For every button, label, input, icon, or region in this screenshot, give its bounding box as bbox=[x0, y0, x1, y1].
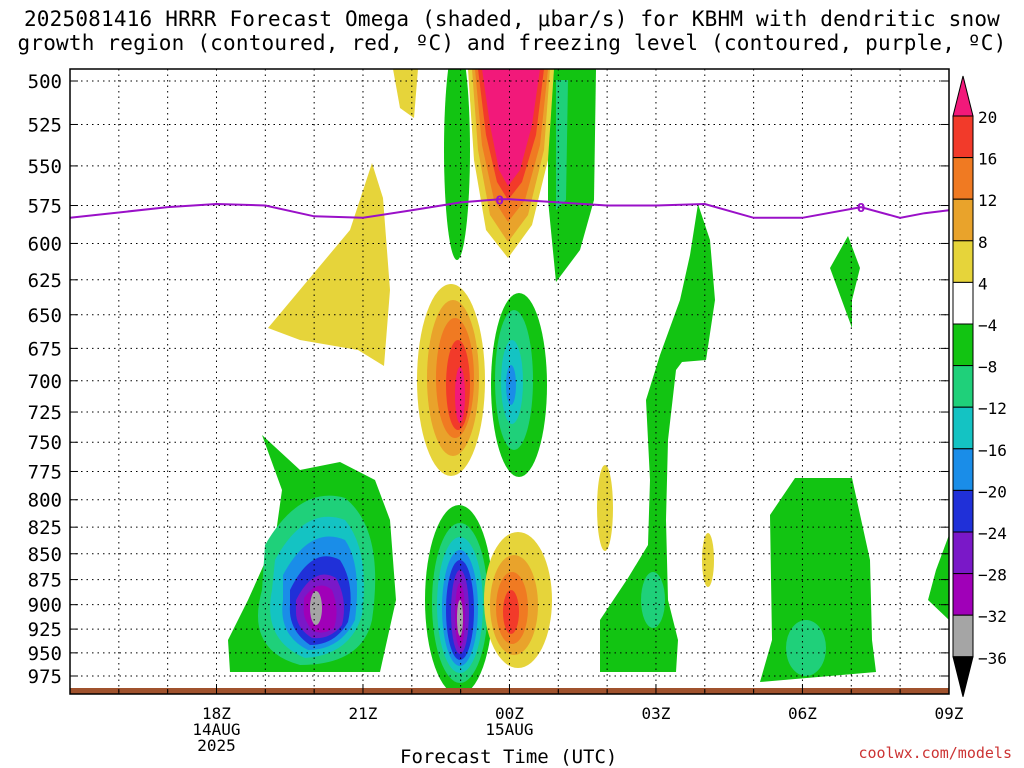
plot-frame bbox=[69, 68, 950, 695]
omega-negative-area bbox=[548, 69, 596, 282]
y-tick-label: 900 bbox=[28, 595, 62, 617]
colorbar-segment bbox=[952, 406, 974, 450]
y-tick-label: 775 bbox=[28, 461, 62, 483]
y-tick-label: 575 bbox=[28, 196, 62, 218]
colorbar-label: 12 bbox=[978, 191, 997, 210]
omega-positive-area bbox=[455, 367, 465, 423]
freezing-level-line bbox=[69, 198, 950, 219]
colorbar-label: 8 bbox=[978, 233, 988, 252]
x-tick-label: 14AUG bbox=[192, 720, 240, 739]
omega-negative-area bbox=[457, 600, 463, 636]
freezing-level-layer: 00 bbox=[69, 193, 950, 219]
x-axis-label: Forecast Time (UTC) bbox=[400, 746, 618, 768]
colorbar-label: −20 bbox=[978, 482, 1007, 501]
omega-positive-area bbox=[393, 69, 418, 118]
colorbar-segment bbox=[952, 448, 974, 491]
y-tick-label: 825 bbox=[28, 517, 62, 539]
omega-positive-area bbox=[482, 69, 540, 186]
colorbar-label: 16 bbox=[978, 150, 997, 169]
x-tick-label: 18Z bbox=[202, 704, 231, 723]
colorbar-bottom-arrow bbox=[952, 656, 974, 697]
credit-text: coolwx.com/models bbox=[858, 744, 1012, 762]
omega-negative-area bbox=[310, 591, 322, 625]
colorbar-segment bbox=[952, 198, 974, 242]
y-tick-label: 500 bbox=[28, 71, 62, 93]
x-tick-label: 15AUG bbox=[485, 720, 533, 739]
x-tick-label: 2025 bbox=[197, 736, 236, 755]
colorbar-label: −32 bbox=[978, 607, 1007, 626]
y-tick-label: 725 bbox=[28, 402, 62, 424]
y-tick-label: 550 bbox=[28, 156, 62, 178]
omega-positive-area bbox=[702, 533, 714, 587]
colorbar-top-arrow bbox=[952, 75, 974, 117]
y-tick-label: 700 bbox=[28, 371, 62, 393]
x-tick-label: 00Z bbox=[495, 704, 524, 723]
y-tick-label: 800 bbox=[28, 490, 62, 512]
omega-negative-area bbox=[641, 572, 665, 628]
omega-positive-area bbox=[597, 465, 613, 551]
gridlines bbox=[70, 69, 949, 694]
y-tick-label: 650 bbox=[28, 305, 62, 327]
omega-positive-area bbox=[503, 590, 519, 634]
omega-negative-area bbox=[928, 535, 949, 620]
freezing-level-label: 0 bbox=[857, 201, 865, 215]
y-tick-label: 525 bbox=[28, 114, 62, 136]
colorbar-segment bbox=[952, 365, 974, 408]
omega-negative-area bbox=[556, 80, 568, 210]
colorbar-label: −36 bbox=[978, 649, 1007, 668]
colorbar-segment bbox=[952, 115, 974, 159]
omega-negative-area bbox=[830, 236, 860, 328]
colorbar-segment bbox=[952, 614, 974, 658]
omega-negative-area bbox=[506, 365, 516, 405]
colorbar-label: −4 bbox=[978, 316, 997, 335]
y-axis: 500 525 550 575 600 625 650 675 700 725 750 775 800 8… bbox=[28, 71, 949, 688]
colorbar-segment bbox=[952, 240, 974, 283]
x-tick-label: 09Z bbox=[934, 704, 963, 723]
omega-shading bbox=[228, 69, 949, 694]
chart-title-line2: growth region (contoured, red, ºC) and f… bbox=[17, 31, 1007, 55]
y-tick-label: 625 bbox=[28, 270, 62, 292]
y-tick-label: 925 bbox=[28, 619, 62, 641]
colorbar-label: −28 bbox=[978, 566, 1007, 585]
omega-negative-area bbox=[444, 69, 470, 260]
omega-negative-area bbox=[786, 620, 826, 676]
y-tick-label: 675 bbox=[28, 338, 62, 360]
colorbar-segment bbox=[952, 489, 974, 533]
colorbar-label: 4 bbox=[978, 274, 988, 293]
colorbar-label: −8 bbox=[978, 358, 997, 377]
colorbar-segment bbox=[952, 323, 974, 367]
x-tick-label: 03Z bbox=[642, 704, 671, 723]
y-tick-label: 875 bbox=[28, 570, 62, 592]
colorbar-label: −12 bbox=[978, 399, 1007, 418]
chart-title-line1: 2025081416 HRRR Forecast Omega (shaded, … bbox=[23, 7, 1001, 31]
x-tick-label: 06Z bbox=[788, 704, 817, 723]
colorbar-label: −16 bbox=[978, 441, 1007, 460]
colorbar-segment bbox=[952, 281, 974, 325]
colorbar-label: −24 bbox=[978, 524, 1007, 543]
freezing-level-label: 0 bbox=[496, 193, 504, 207]
y-tick-label: 600 bbox=[28, 233, 62, 255]
omega-positive-area bbox=[268, 163, 390, 366]
y-tick-label: 850 bbox=[28, 544, 62, 566]
colorbar-segment bbox=[952, 531, 974, 575]
colorbar-segment bbox=[952, 573, 974, 616]
colorbar-label: 20 bbox=[978, 108, 997, 127]
colorbar: 20 16 12 8 4 −4 −8 −12 −16 −20 −24 −28 −32 −36 bbox=[952, 75, 1007, 697]
y-tick-label: 750 bbox=[28, 432, 62, 454]
y-tick-label: 975 bbox=[28, 666, 62, 688]
y-tick-label: 950 bbox=[28, 643, 62, 665]
x-tick-label: 21Z bbox=[349, 704, 378, 723]
colorbar-segment bbox=[952, 157, 974, 200]
omega-negative-area bbox=[600, 204, 715, 672]
